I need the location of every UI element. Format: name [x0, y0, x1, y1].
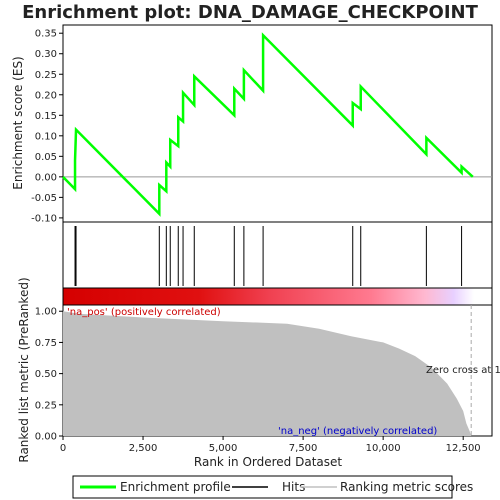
enrichment-line	[62, 32, 474, 217]
y-tick-label: 0.20	[35, 90, 57, 101]
legend-label: Hits	[282, 480, 305, 494]
y-tick-label: 0.10	[35, 131, 57, 142]
annotation: 'na_neg' (negatively correlated)	[278, 426, 437, 437]
y-tick-label: 0.25	[35, 70, 57, 81]
rank-band	[63, 288, 474, 305]
annotation: Zero cross at 1	[426, 365, 500, 376]
y-tick-label: 0.30	[35, 49, 57, 60]
y-tick-label: 0.50	[35, 369, 57, 380]
y-tick-label: 1.00	[35, 307, 57, 318]
y-tick-label: 0.15	[35, 111, 57, 122]
y-axis-label: Ranked list metric (PreRanked)	[17, 277, 31, 462]
x-tick-label: 0	[60, 443, 66, 454]
metric-area	[63, 311, 472, 436]
y-tick-label: 0.00	[35, 172, 57, 183]
x-tick-label: 2,500	[129, 443, 158, 454]
y-tick-label: 0.05	[35, 152, 57, 163]
x-tick-label: 10,000	[366, 443, 401, 454]
x-tick-label: 7,500	[289, 443, 318, 454]
y-tick-label: 0.00	[35, 432, 57, 443]
y-tick-label: 0.35	[35, 29, 57, 40]
y-tick-label: -0.10	[31, 213, 57, 224]
annotation: 'na_pos' (positively correlated)	[67, 307, 221, 318]
y-tick-label: -0.05	[31, 193, 57, 204]
legend: Enrichment profile Hits Ranking metric s…	[72, 475, 473, 499]
es-frame	[62, 24, 493, 223]
legend-label: Enrichment profile	[120, 480, 231, 494]
x-tick-label: 12,500	[446, 443, 481, 454]
y-axis-label: Enrichment score (ES)	[11, 56, 25, 189]
chart-title: Enrichment plot: DNA_DAMAGE_CHECKPOINT	[22, 2, 478, 23]
y-tick-label: 0.75	[35, 338, 57, 349]
legend-label: Ranking metric scores	[340, 480, 473, 494]
hits-frame	[62, 221, 493, 289]
y-tick-label: 0.25	[35, 400, 57, 411]
x-axis-label: Rank in Ordered Dataset	[194, 455, 342, 469]
x-tick-label: 5,000	[209, 443, 238, 454]
